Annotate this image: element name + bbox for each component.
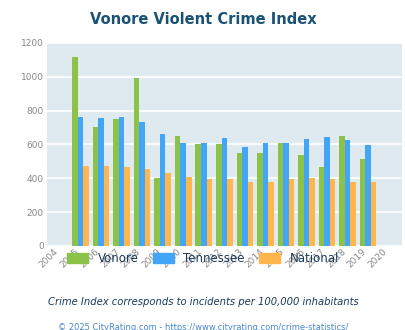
Bar — [165, 173, 171, 246]
Bar — [72, 57, 78, 246]
Bar — [370, 182, 375, 246]
Bar — [104, 166, 109, 246]
Bar — [226, 179, 232, 246]
Legend: Vonore, Tennessee, National: Vonore, Tennessee, National — [62, 247, 343, 270]
Bar — [180, 143, 185, 246]
Bar — [256, 153, 262, 246]
Bar — [160, 134, 165, 246]
Bar — [185, 177, 191, 246]
Bar — [277, 143, 282, 246]
Bar — [297, 155, 303, 246]
Bar — [318, 167, 324, 246]
Bar — [267, 182, 273, 246]
Bar — [93, 127, 98, 246]
Bar — [154, 178, 160, 246]
Bar — [329, 179, 335, 246]
Bar — [98, 118, 104, 246]
Bar — [338, 136, 344, 246]
Bar — [236, 153, 241, 246]
Bar — [359, 159, 364, 246]
Bar — [247, 182, 253, 246]
Bar — [175, 136, 180, 246]
Bar — [195, 145, 200, 246]
Bar — [78, 117, 83, 246]
Bar — [221, 138, 226, 246]
Bar — [324, 137, 329, 246]
Bar — [288, 179, 294, 246]
Bar — [134, 78, 139, 246]
Bar — [309, 178, 314, 246]
Bar — [119, 117, 124, 246]
Bar — [83, 166, 89, 246]
Bar — [200, 143, 206, 246]
Bar — [241, 147, 247, 246]
Bar — [113, 119, 119, 246]
Bar — [215, 145, 221, 246]
Text: Vonore Violent Crime Index: Vonore Violent Crime Index — [90, 12, 315, 26]
Bar — [124, 167, 130, 246]
Bar — [262, 143, 267, 246]
Bar — [282, 143, 288, 246]
Bar — [206, 179, 211, 246]
Bar — [303, 139, 309, 246]
Bar — [350, 182, 355, 246]
Bar — [139, 122, 145, 246]
Bar — [145, 169, 150, 246]
Text: Crime Index corresponds to incidents per 100,000 inhabitants: Crime Index corresponds to incidents per… — [47, 297, 358, 307]
Bar — [344, 140, 350, 246]
Text: © 2025 CityRating.com - https://www.cityrating.com/crime-statistics/: © 2025 CityRating.com - https://www.city… — [58, 323, 347, 330]
Bar — [364, 145, 370, 246]
